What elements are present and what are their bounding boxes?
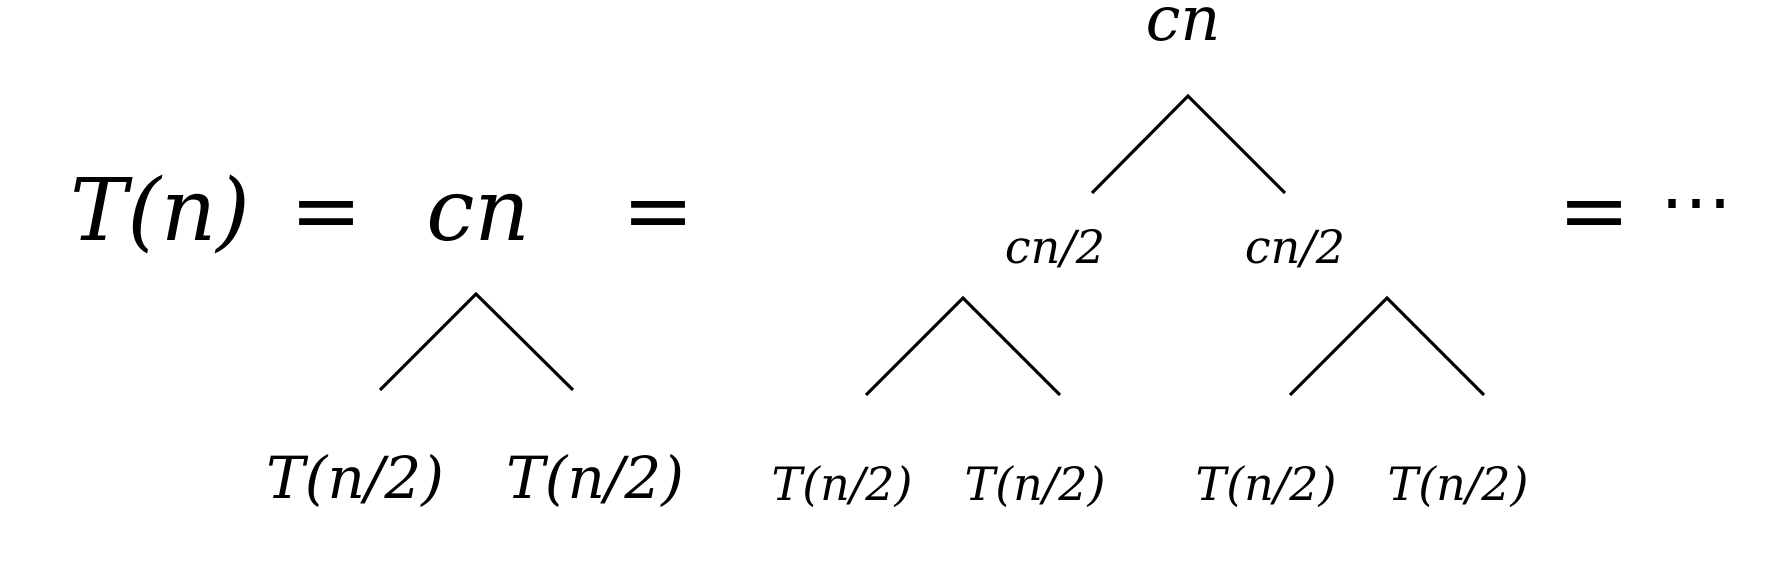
tree1-leaf-right: T(n/2) (506, 444, 684, 512)
equals-sign-1: = (290, 161, 362, 261)
tree2-root-branches (1090, 93, 1287, 195)
ellipsis: ⋯ (1660, 159, 1732, 243)
tree1-root-cn: cn (426, 161, 530, 261)
tree1-branches (378, 291, 575, 392)
equals-sign-2: = (622, 161, 694, 261)
lhs-expression: T(n) (70, 161, 250, 261)
tree-two-levels: cn cn/2 cn/2 T(n/2) T(n/2) T(n/2) T(n/2) (772, 0, 1529, 511)
tree2-leaf-4: T(n/2) (1388, 457, 1529, 511)
tree2-right-branches (1288, 295, 1486, 397)
tree2-leaf-1: T(n/2) (772, 457, 913, 511)
tree2-leaf-3: T(n/2) (1196, 457, 1337, 511)
tree2-left-branches (864, 295, 1062, 397)
tree2-leaf-2: T(n/2) (965, 457, 1106, 511)
equals-sign-3: = (1558, 161, 1630, 261)
tree-one-level: cn T(n/2) T(n/2) (266, 161, 684, 512)
tree2-child-left: cn/2 (1005, 220, 1105, 274)
tree2-root-cn: cn (1146, 0, 1221, 55)
tree2-child-right: cn/2 (1245, 220, 1345, 274)
tree1-leaf-left: T(n/2) (266, 444, 444, 512)
